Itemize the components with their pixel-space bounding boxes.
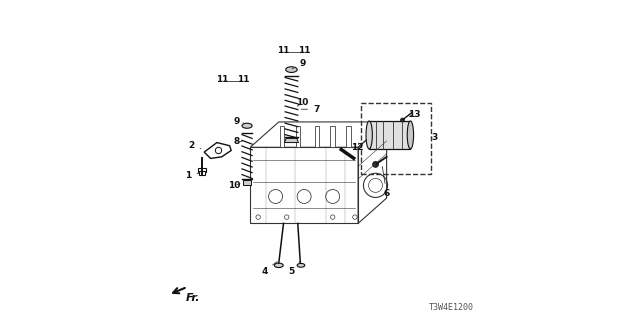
Text: Fr.: Fr.: [186, 292, 200, 303]
Circle shape: [401, 118, 404, 122]
Text: 6: 6: [382, 166, 390, 198]
Bar: [200, 172, 205, 175]
Circle shape: [372, 162, 378, 167]
Text: 12: 12: [351, 143, 364, 152]
Bar: [369, 121, 410, 149]
Ellipse shape: [366, 121, 372, 149]
Text: 8: 8: [234, 137, 242, 146]
Ellipse shape: [275, 263, 284, 268]
Text: 11: 11: [216, 75, 228, 84]
Text: 13: 13: [408, 110, 420, 119]
Text: 1: 1: [185, 172, 199, 180]
Bar: [280, 126, 284, 147]
Ellipse shape: [297, 263, 305, 267]
Ellipse shape: [242, 123, 252, 128]
Bar: [198, 168, 206, 172]
Text: 4: 4: [261, 261, 277, 276]
Polygon shape: [284, 139, 298, 142]
Ellipse shape: [285, 67, 297, 72]
Text: 5: 5: [289, 261, 300, 276]
Text: 11: 11: [237, 75, 250, 84]
Bar: [296, 126, 300, 147]
Text: 2: 2: [188, 141, 201, 150]
Text: 9: 9: [234, 117, 244, 126]
Ellipse shape: [407, 121, 413, 149]
Text: T3W4E1200: T3W4E1200: [429, 303, 474, 312]
Text: 9: 9: [292, 59, 305, 69]
Text: 11: 11: [298, 46, 311, 55]
Bar: [243, 180, 252, 185]
Bar: [330, 126, 335, 147]
Text: 10: 10: [296, 99, 308, 108]
Text: 7: 7: [301, 105, 319, 114]
Bar: [346, 126, 351, 147]
Text: 3: 3: [431, 133, 438, 142]
Text: 10: 10: [228, 181, 241, 190]
Bar: [315, 126, 319, 147]
Text: 11: 11: [277, 46, 290, 55]
